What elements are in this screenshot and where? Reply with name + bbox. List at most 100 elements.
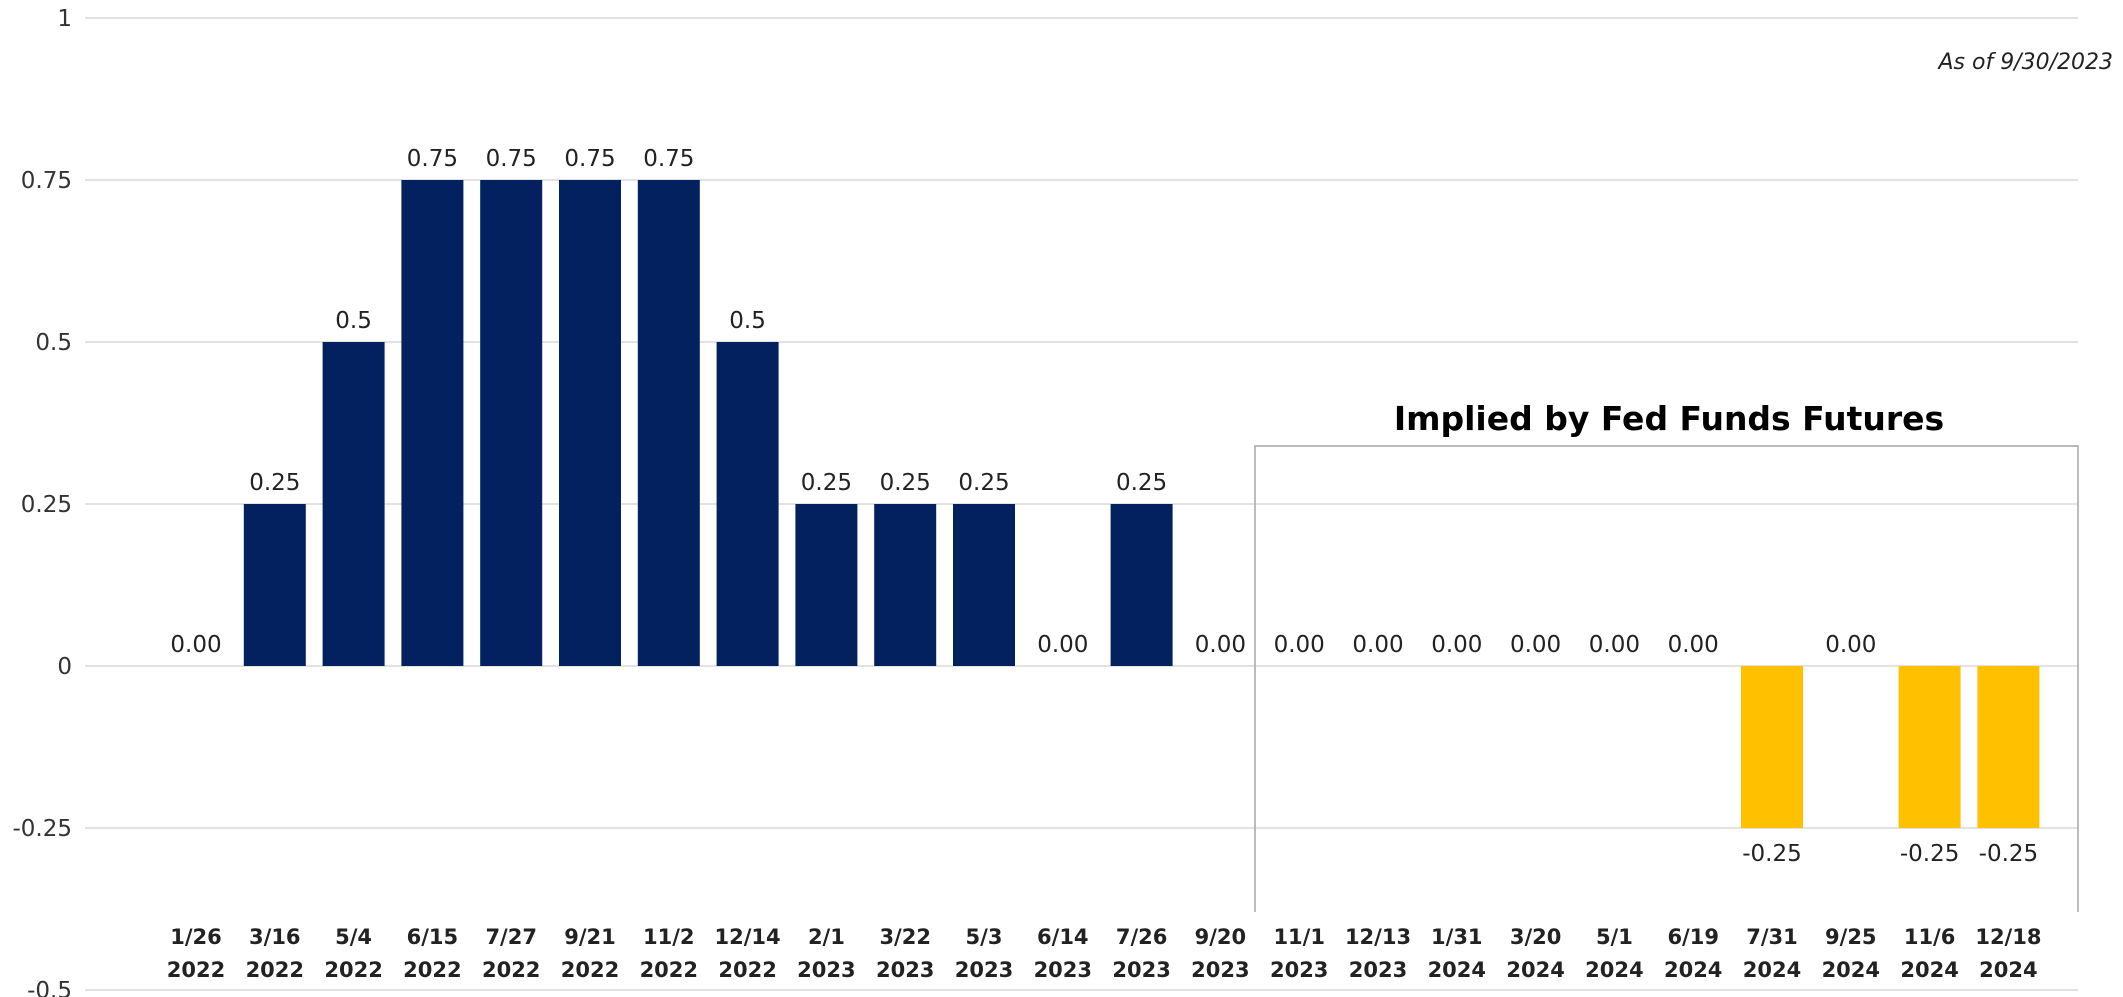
x-tick-label: 2023 (1034, 958, 1092, 982)
bar (1110, 504, 1173, 666)
x-tick-label: 7/26 (1116, 925, 1168, 949)
data-label: 0.25 (249, 470, 300, 496)
x-tick-label: 2/1 (808, 925, 845, 949)
x-tick-label: 2024 (1822, 958, 1880, 982)
x-tick-label: 2023 (955, 958, 1013, 982)
implied-box-title: Implied by Fed Funds Futures (1394, 399, 1944, 438)
x-tick-label: 2024 (1979, 958, 2037, 982)
x-tick-label: 6/14 (1037, 925, 1089, 949)
data-label: 0.5 (729, 308, 766, 334)
x-tick-label: 6/15 (407, 925, 459, 949)
x-tick-label: 2023 (797, 958, 855, 982)
data-label: 0.00 (1589, 632, 1640, 658)
x-tick-label: 2022 (324, 958, 382, 982)
x-tick-label: 9/25 (1825, 925, 1877, 949)
bar (243, 504, 306, 666)
y-tick-label: 1 (57, 6, 72, 32)
data-label: 0.00 (1037, 632, 1088, 658)
y-tick-label: -0.5 (27, 978, 72, 997)
x-tick-label: 2024 (1506, 958, 1564, 982)
bar (322, 342, 385, 666)
data-label: 0.75 (643, 146, 694, 172)
x-tick-label: 11/6 (1904, 925, 1956, 949)
data-label: 0.00 (170, 632, 221, 658)
x-tick-label: 2024 (1743, 958, 1801, 982)
implied-box-outline (1254, 445, 2079, 912)
x-tick-label: 2023 (1191, 958, 1249, 982)
data-labels: 0.00 0.25 0.5 0.75 0.75 0.75 0.75 0.5 0.25 0.25 0.… (170, 146, 2038, 867)
bar (401, 180, 464, 666)
x-tick-label: 2022 (718, 958, 776, 982)
as-of-note: As of 9/30/2023 (1938, 50, 2113, 75)
x-tick-label: 7/31 (1746, 925, 1798, 949)
data-label: 0.5 (335, 308, 372, 334)
bar (874, 504, 937, 666)
bars (243, 180, 2040, 828)
bar (795, 504, 858, 666)
x-tick-label: 1/31 (1431, 925, 1483, 949)
bar (637, 180, 700, 666)
data-label: 0.00 (1431, 632, 1482, 658)
x-axis-labels: 1/26 2022 3/16 2022 5/4 2022 6/15 2022 7/27 2022 9… (167, 925, 2042, 982)
x-tick-label: 2022 (482, 958, 540, 982)
data-label: 0.00 (1352, 632, 1403, 658)
data-label: 0.00 (1195, 632, 1246, 658)
x-tick-label: 7/27 (485, 925, 537, 949)
bar (1741, 666, 1803, 828)
x-tick-label: 2022 (561, 958, 619, 982)
x-tick-label: 11/2 (643, 925, 695, 949)
data-label: 0.00 (1510, 632, 1561, 658)
y-tick-label: 0.5 (35, 330, 72, 356)
data-label: 0.75 (486, 146, 537, 172)
x-tick-label: 11/1 (1273, 925, 1325, 949)
x-tick-label: 9/21 (564, 925, 616, 949)
x-tick-label: 5/1 (1596, 925, 1633, 949)
data-label: 0.75 (564, 146, 615, 172)
x-tick-label: 5/3 (966, 925, 1003, 949)
x-tick-label: 2024 (1585, 958, 1643, 982)
x-tick-label: 3/20 (1510, 925, 1562, 949)
x-tick-label: 5/4 (335, 925, 372, 949)
data-label: 0.75 (407, 146, 458, 172)
x-tick-label: 6/19 (1667, 925, 1719, 949)
x-tick-label: 2022 (640, 958, 698, 982)
x-tick-label: 12/18 (1975, 925, 2041, 949)
implied-box: Implied by Fed Funds Futures (1254, 399, 2079, 912)
data-label: 0.00 (1825, 632, 1876, 658)
x-tick-label: 2024 (1664, 958, 1722, 982)
x-tick-label: 3/22 (879, 925, 931, 949)
x-tick-label: 12/14 (715, 925, 781, 949)
bar (1898, 666, 1961, 828)
data-label: 0.25 (1116, 470, 1167, 496)
data-label: 0.25 (880, 470, 931, 496)
x-tick-label: 2023 (1112, 958, 1170, 982)
y-tick-label: 0 (57, 654, 72, 680)
x-tick-label: 2022 (403, 958, 461, 982)
bar (480, 180, 543, 666)
x-tick-label: 1/26 (170, 925, 222, 949)
data-label: -0.25 (1900, 841, 1960, 867)
x-tick-label: 2022 (246, 958, 304, 982)
x-tick-label: 2024 (1900, 958, 1958, 982)
y-tick-label: -0.25 (12, 816, 72, 842)
x-tick-label: 2023 (876, 958, 934, 982)
data-label: 0.00 (1274, 632, 1325, 658)
data-label: -0.25 (1742, 841, 1802, 867)
bar (559, 180, 621, 666)
x-tick-label: 3/16 (249, 925, 301, 949)
x-tick-label: 9/20 (1195, 925, 1247, 949)
y-tick-label: 0.75 (21, 168, 72, 194)
data-label: 0.25 (801, 470, 852, 496)
x-tick-label: 12/13 (1345, 925, 1411, 949)
x-tick-label: 2023 (1270, 958, 1328, 982)
x-tick-label: 2024 (1428, 958, 1486, 982)
data-label: 0.00 (1668, 632, 1719, 658)
x-tick-label: 2023 (1349, 958, 1407, 982)
bar (953, 504, 1015, 666)
data-label: 0.25 (958, 470, 1009, 496)
y-tick-label: 0.25 (21, 492, 72, 518)
x-tick-label: 2022 (167, 958, 225, 982)
bar (716, 342, 779, 666)
y-axis-ticks: 1 0.75 0.5 0.25 0 -0.25 -0.5 (12, 6, 72, 997)
